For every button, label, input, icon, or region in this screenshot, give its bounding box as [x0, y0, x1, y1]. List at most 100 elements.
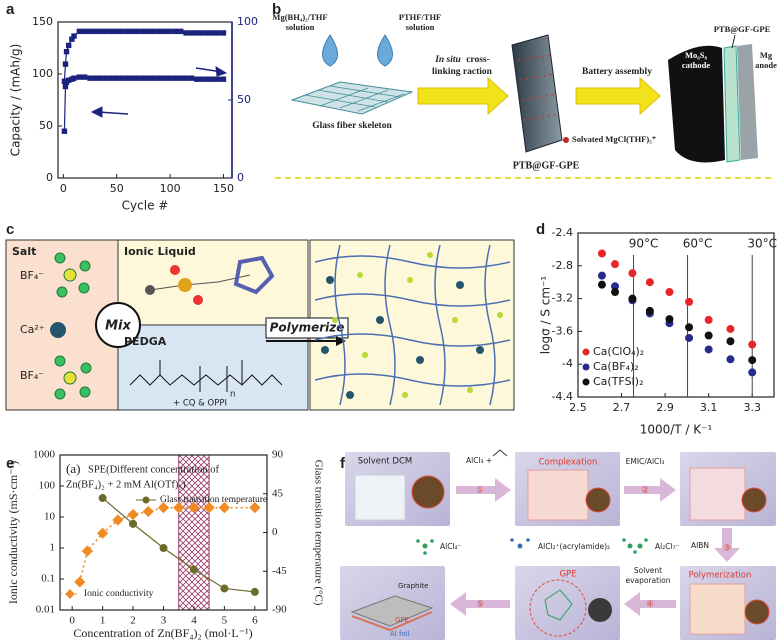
additives-label: + CQ & OPPI — [173, 399, 227, 409]
cell-label: PTB@GF-GPE — [714, 24, 771, 34]
x-tick-label: 0 — [60, 182, 67, 195]
data-point — [103, 28, 109, 35]
data-point — [748, 368, 757, 377]
y-tick-label: 0.1 — [41, 573, 55, 585]
legend-marker — [582, 363, 590, 371]
reagent-label: Mg(BH₄)₂/THF — [272, 12, 327, 22]
data-point — [183, 75, 189, 81]
data-point — [210, 30, 216, 36]
data-point — [685, 297, 694, 306]
y2-tick-label: -90 — [272, 604, 287, 616]
data-point — [178, 28, 184, 35]
data-point — [92, 75, 99, 81]
data-point — [748, 340, 757, 349]
diagram-c: Salt BF₄⁻ Ca²⁺ BF₄⁻ Ionic Liquid Mix Pol… — [5, 239, 515, 411]
x-axis-label: 1000/T / K⁻¹ — [640, 423, 713, 437]
panel-label: f — [340, 455, 346, 472]
data-point — [249, 502, 261, 514]
y-tick-label: 1000 — [33, 449, 56, 461]
data-point — [172, 28, 179, 35]
data-point — [204, 76, 211, 82]
reference-label: 90°C — [629, 237, 659, 251]
x-tick-label: 3 — [161, 615, 167, 627]
data-point — [97, 75, 104, 81]
data-point — [645, 278, 654, 287]
x-tick-label: 50 — [110, 182, 124, 195]
y-tick-label: -4 — [562, 357, 573, 370]
reagent-label: PTHF/THF — [399, 12, 442, 22]
data-point — [611, 288, 620, 297]
x-tick-label: 2.9 — [656, 401, 674, 414]
species-label: AlCl₂⁺(acrylamide)₂ — [538, 542, 610, 551]
x-tick-label: 4 — [191, 615, 197, 627]
legend-marker — [65, 589, 75, 599]
step-label: linking raction — [432, 67, 493, 77]
x-tick-label: 5 — [222, 615, 228, 627]
series-line — [79, 506, 255, 583]
annotation: Zn(BF₄)₂ + 2 mM Al(OTf)₃) — [66, 479, 186, 490]
data-point — [92, 28, 99, 35]
data-point — [135, 75, 141, 81]
data-point — [628, 269, 637, 278]
data-point — [167, 75, 173, 81]
data-point — [156, 28, 163, 35]
data-point — [87, 28, 93, 35]
x-axis-label: Cycle # — [122, 199, 169, 213]
box-label: Solvent DCM — [358, 457, 412, 467]
data-point — [645, 306, 654, 315]
data-point — [97, 28, 104, 35]
x-tick-label: 100 — [160, 182, 181, 195]
y-tick-label: 100 — [39, 480, 56, 492]
step-number: ① — [476, 486, 484, 496]
data-point — [220, 76, 227, 82]
step-label: cross- — [466, 55, 490, 65]
y-tick-label: -2.8 — [552, 259, 573, 272]
series-line — [63, 30, 224, 82]
data-point — [119, 28, 125, 35]
cell-label: anode — [755, 60, 777, 70]
data-point — [76, 74, 83, 80]
legend-label: Ionic conductivity — [84, 589, 154, 599]
y2-tick-label: 50 — [237, 93, 251, 106]
reagent-label: evaporation — [625, 576, 670, 585]
legend-marker — [142, 496, 150, 504]
box-label: Complexation — [539, 458, 598, 468]
polymerize-label: Polymerize — [270, 321, 345, 335]
cell-label: Al foil — [390, 630, 410, 638]
diagram-f: Solvent DCM Complexation Polymerization … — [340, 449, 776, 640]
annotation: (a) — [66, 461, 80, 476]
data-point — [146, 75, 152, 81]
x-tick-label: 3.3 — [743, 401, 761, 414]
data-point — [142, 505, 154, 518]
y-tick-label: 100 — [32, 67, 53, 80]
data-point — [114, 75, 120, 81]
skeleton-label: Glass fiber skeleton — [312, 121, 392, 131]
data-point — [130, 75, 136, 81]
reagent-label: solution — [406, 22, 435, 32]
box-title: Salt — [12, 245, 36, 258]
data-point — [704, 345, 713, 354]
panel-label: d — [536, 221, 545, 238]
plot-frame — [59, 454, 268, 611]
data-point — [215, 30, 221, 36]
data-point — [628, 294, 637, 303]
x-tick-label: 6 — [252, 615, 258, 627]
data-point — [162, 28, 168, 35]
reagent-label: AlCl₃ + — [466, 456, 492, 465]
cell-label: Mg — [760, 50, 773, 60]
data-point — [218, 502, 230, 514]
legend-label: Glass transition temperature — [160, 495, 267, 505]
legend-label: Ca(TFSI)₂ — [593, 375, 644, 388]
data-point — [71, 33, 77, 39]
data-point — [704, 315, 713, 324]
data-point — [597, 271, 606, 280]
data-point — [61, 128, 68, 134]
legend-dot — [563, 137, 569, 143]
y-tick-label: 50 — [39, 119, 53, 132]
data-point — [611, 260, 620, 269]
cell-label: cathode — [682, 60, 711, 70]
x-tick-label: 2.5 — [569, 401, 587, 414]
x-tick-label: 150 — [213, 182, 234, 195]
reagent-label: solution — [286, 22, 315, 32]
